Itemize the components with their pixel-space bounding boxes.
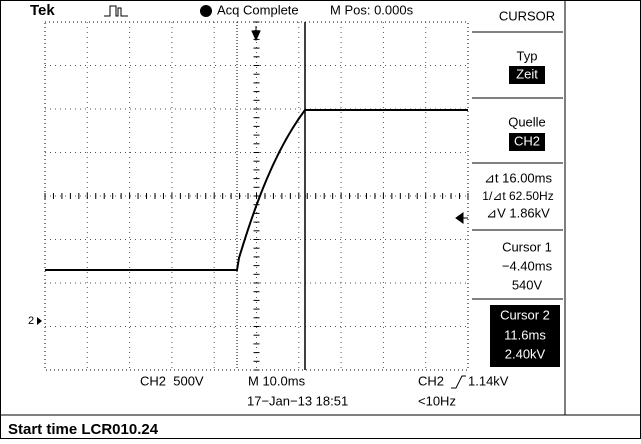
run-dot bbox=[200, 5, 212, 17]
trigger-slope-icon bbox=[451, 375, 466, 389]
cursor1-voltage: 540V bbox=[512, 277, 543, 292]
m-pos: M Pos: 0.000s bbox=[330, 2, 414, 17]
date: 17−Jan−13 18:51 bbox=[247, 393, 348, 408]
trigger-position-arrow bbox=[251, 26, 261, 42]
frequency: <10Hz bbox=[418, 393, 456, 408]
inverse-delta-t: 1/⊿t 62.50Hz bbox=[482, 189, 553, 203]
brand: Tek bbox=[30, 2, 55, 19]
cursor2-label: Cursor 2 bbox=[500, 307, 550, 322]
trigger-level-arrow bbox=[455, 212, 468, 224]
source-value-box bbox=[509, 133, 545, 151]
cursor1-time: −4.40ms bbox=[502, 258, 553, 273]
grid bbox=[44, 21, 469, 371]
cursor1-label: Cursor 1 bbox=[502, 239, 552, 254]
cursor2-voltage: 2.40kV bbox=[505, 346, 546, 361]
channel-marker: 2 bbox=[28, 315, 34, 327]
acq-status: Acq Complete bbox=[217, 2, 299, 17]
trigger-level: 1.14kV bbox=[468, 373, 509, 388]
delta-t: ⊿t 16.00ms bbox=[484, 170, 552, 185]
type-label: Typ bbox=[517, 48, 538, 63]
time-scale: M 10.0ms bbox=[248, 373, 306, 388]
trigger-icon bbox=[104, 5, 128, 17]
caption: Start time LCR010.24 bbox=[8, 421, 159, 438]
channel-marker-arrow bbox=[37, 317, 42, 325]
waveform bbox=[45, 109, 468, 271]
menu-title: CURSOR bbox=[499, 8, 555, 23]
type-value-box bbox=[509, 66, 545, 84]
cursor2-box bbox=[490, 305, 560, 367]
type-value: Zeit bbox=[516, 66, 538, 81]
trigger-channel: CH2 bbox=[418, 373, 444, 388]
channel-scale: CH2 500V bbox=[140, 373, 204, 388]
cursor2-time: 11.6ms bbox=[504, 327, 546, 342]
source-value: CH2 bbox=[514, 133, 540, 148]
delta-v: ⊿V 1.86kV bbox=[486, 205, 550, 220]
source-label: Quelle bbox=[508, 114, 546, 129]
